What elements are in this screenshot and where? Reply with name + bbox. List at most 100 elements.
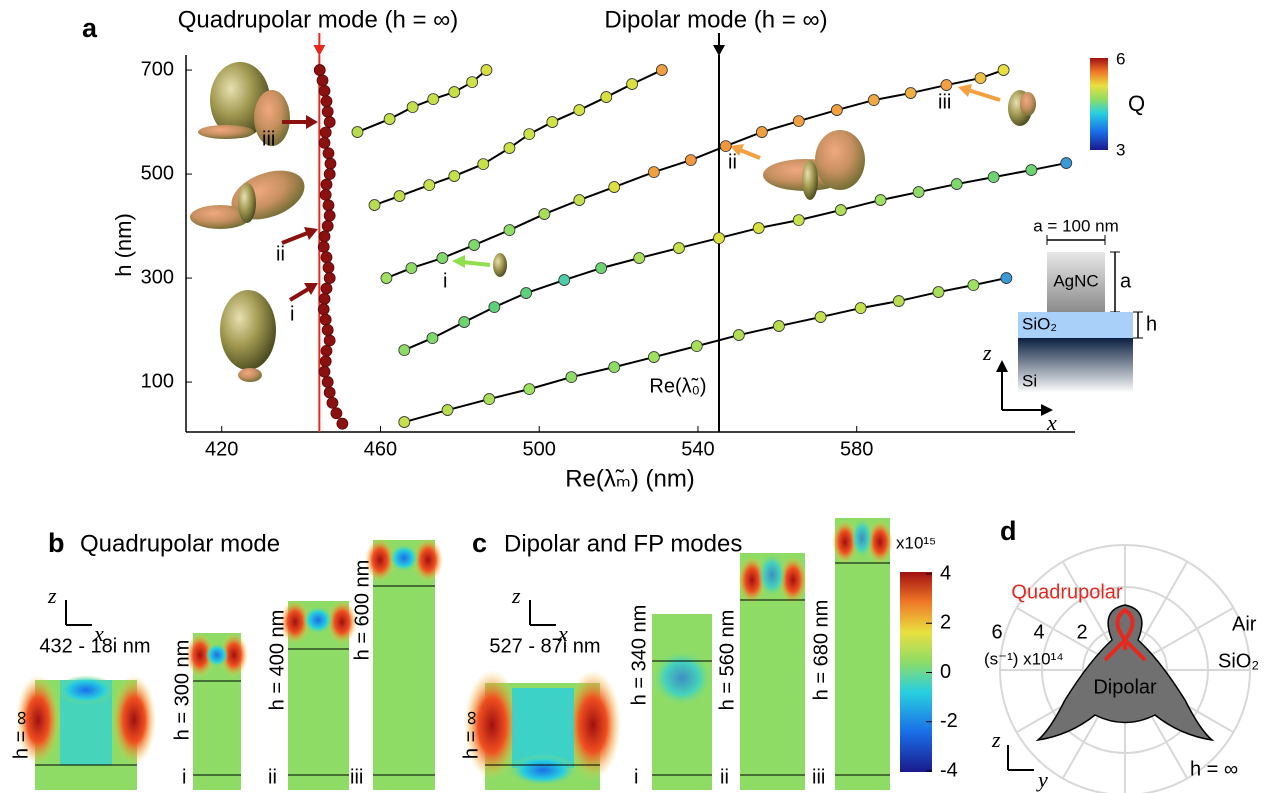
inset-label: a — [1120, 270, 1132, 292]
data-point — [690, 340, 703, 352]
quadrupolar-pattern — [1103, 607, 1147, 662]
y-axis-label: h (nm) — [111, 213, 136, 277]
x-tick-label: 580 — [840, 438, 873, 460]
height-label: h = ∞ — [10, 711, 32, 759]
mode-arrow-head — [313, 45, 326, 56]
inset-label: Si — [1022, 371, 1037, 390]
height-label: h = 340 nm — [628, 605, 650, 706]
data-point — [608, 361, 621, 374]
panel-label: b — [48, 528, 65, 558]
data-point — [380, 272, 393, 284]
data-point — [324, 157, 337, 170]
data-point — [520, 287, 533, 299]
height-label: h = 400 nm — [266, 610, 288, 711]
data-point — [426, 332, 439, 344]
data-point — [673, 242, 685, 254]
data-point — [713, 232, 725, 244]
data-point — [967, 279, 980, 292]
data-point — [468, 239, 481, 251]
data-point — [323, 209, 336, 222]
data-point — [383, 113, 396, 125]
data-point — [318, 230, 331, 243]
data-point — [320, 282, 333, 295]
data-point — [448, 86, 461, 98]
annotation: ii — [276, 243, 285, 265]
data-point — [792, 214, 805, 227]
data-point — [477, 158, 490, 170]
data-point — [321, 220, 334, 232]
data-point — [393, 190, 406, 202]
data-point — [323, 168, 336, 180]
data-point — [573, 104, 586, 116]
roman: ii — [268, 766, 277, 788]
data-point — [626, 78, 638, 90]
roman: iii — [350, 766, 363, 788]
data-point — [752, 222, 765, 234]
field-maps — [464, 518, 893, 790]
colorbar-tick-label: -2 — [940, 710, 958, 732]
data-point — [320, 251, 333, 264]
height-label: h = 300 nm — [171, 640, 193, 741]
y-tick-label: 700 — [141, 58, 174, 80]
data-point — [351, 126, 364, 138]
height-label: h = 560 nm — [716, 610, 738, 711]
data-point — [318, 136, 331, 149]
data-point — [319, 126, 332, 139]
data-point — [318, 84, 331, 97]
x-tick-label: 540 — [681, 438, 714, 460]
data-point — [322, 199, 335, 212]
data-point — [336, 417, 349, 430]
colorbar-label: Q — [1128, 91, 1145, 116]
data-point — [322, 261, 335, 274]
data-point — [814, 311, 827, 323]
radial-unit: (s⁻¹) x10¹⁴ — [984, 649, 1064, 668]
y-tick-label: 100 — [141, 370, 174, 392]
x-axis-label: Re(λ̃ₘ) (nm) — [565, 465, 695, 492]
data-point — [368, 199, 381, 211]
axis-symbol: z — [47, 583, 57, 608]
data-point — [684, 154, 697, 166]
data-point — [950, 178, 963, 190]
colorbar-tick-label: -4 — [940, 759, 958, 781]
data-point — [313, 64, 326, 76]
data-point — [792, 115, 805, 127]
data-point — [427, 93, 440, 105]
data-point — [1025, 164, 1038, 176]
roman: iii — [812, 766, 825, 788]
roman: ii — [720, 766, 729, 788]
data-point — [523, 128, 536, 140]
data-point — [648, 166, 660, 179]
series-line — [404, 277, 1007, 424]
data-point — [436, 252, 449, 264]
data-point — [565, 371, 578, 383]
data-point — [320, 178, 333, 191]
x-tick-label: 460 — [364, 438, 397, 460]
data-point — [830, 104, 843, 116]
y-tick-label: 500 — [141, 162, 174, 184]
axis-symbol: x — [557, 621, 568, 646]
data-point — [319, 355, 332, 368]
data-point — [320, 95, 333, 108]
colorbar-tick-label: 2 — [940, 612, 951, 634]
data-point — [523, 383, 536, 396]
data-point — [1000, 272, 1013, 284]
height-label: h = 680 nm — [810, 600, 832, 701]
axes-icon — [65, 600, 92, 626]
annotation: i — [290, 303, 294, 325]
roman: i — [634, 766, 638, 788]
colorbar-tick: 3 — [1116, 140, 1125, 159]
data-point — [323, 386, 336, 399]
data-point — [997, 64, 1010, 76]
data-point — [503, 224, 516, 236]
x-tick-label: 500 — [523, 438, 556, 460]
annotation: iii — [262, 128, 275, 150]
data-point — [974, 72, 987, 84]
panel-label: d — [1000, 516, 1017, 546]
inset-label: AgNC — [1053, 271, 1098, 290]
data-point — [326, 396, 339, 409]
data-point — [874, 194, 887, 206]
dipolar-pattern — [1035, 604, 1215, 742]
data-point — [573, 194, 586, 206]
data-point — [398, 344, 411, 357]
mode-arrow-head — [713, 45, 726, 56]
